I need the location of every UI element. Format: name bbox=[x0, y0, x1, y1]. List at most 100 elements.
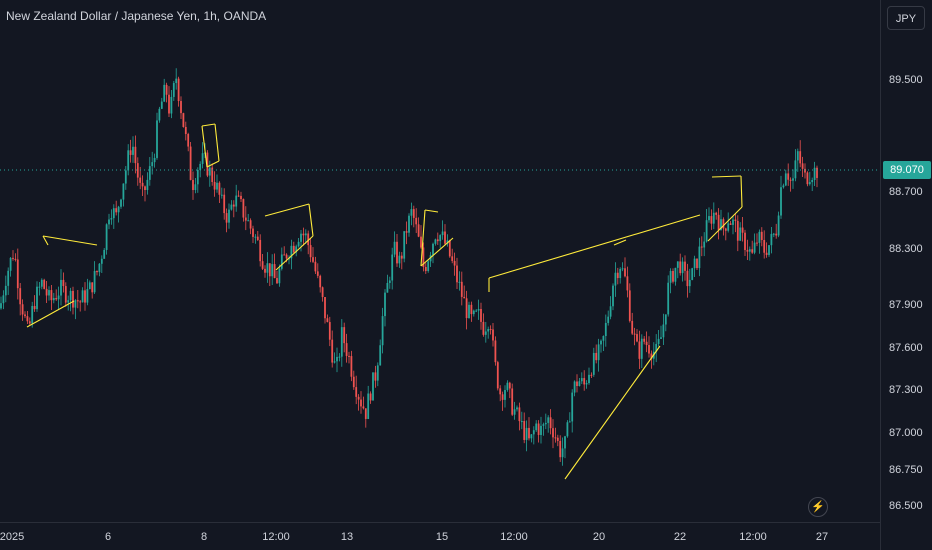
trendline bbox=[206, 160, 220, 168]
candle-body bbox=[391, 254, 394, 281]
candle-body bbox=[211, 167, 214, 182]
candle-body bbox=[633, 333, 636, 335]
trendline-drawings bbox=[26, 123, 743, 480]
time-tick-label: 8 bbox=[200, 531, 208, 543]
candle-body bbox=[309, 245, 312, 258]
candle-body bbox=[705, 220, 708, 242]
candle-body bbox=[96, 270, 98, 273]
candle-body bbox=[662, 324, 665, 338]
candle-body bbox=[139, 177, 142, 183]
candle-body bbox=[655, 343, 658, 352]
candle-body bbox=[364, 408, 367, 419]
price-axis[interactable]: JPY 89.500 88.700 88.300 87.900 87.600 87.300… bbox=[880, 0, 932, 550]
candle-body bbox=[153, 157, 156, 163]
candle-body bbox=[499, 388, 502, 395]
candle-body bbox=[177, 78, 180, 102]
candle-body bbox=[280, 254, 283, 269]
candle-body bbox=[525, 427, 528, 440]
candle-body bbox=[120, 199, 122, 207]
candle-body bbox=[511, 388, 514, 415]
candle-body bbox=[336, 356, 338, 362]
candle-body bbox=[312, 257, 314, 262]
candlestick-chart[interactable] bbox=[0, 0, 880, 522]
trendline bbox=[424, 209, 439, 213]
currency-button[interactable]: JPY bbox=[887, 6, 925, 30]
candle-body bbox=[57, 295, 60, 300]
candle-body bbox=[79, 301, 82, 303]
time-tick-label: 15 bbox=[435, 531, 449, 543]
candle-body bbox=[88, 282, 91, 290]
candle-body bbox=[52, 298, 55, 301]
candle-body bbox=[36, 286, 38, 310]
candle-body bbox=[664, 314, 667, 325]
candle-body bbox=[468, 304, 470, 319]
candle-body bbox=[674, 267, 677, 282]
candle-body bbox=[43, 279, 46, 289]
time-axis[interactable]: 2025 6 8 12:00 13 15 12:00 20 22 12:00 27 bbox=[0, 522, 880, 550]
candle-body bbox=[780, 187, 782, 216]
candle-body bbox=[117, 206, 120, 213]
price-tick-label: 89.500 bbox=[889, 74, 923, 86]
candle-body bbox=[12, 257, 14, 259]
chart-area[interactable]: New Zealand Dollar / Japanese Yen, 1h, O… bbox=[0, 0, 880, 522]
candle-body bbox=[614, 272, 617, 286]
candle-body bbox=[688, 279, 691, 287]
candle-body bbox=[628, 290, 631, 321]
candle-body bbox=[751, 249, 754, 253]
candle-body bbox=[698, 246, 701, 269]
candle-body bbox=[444, 231, 446, 244]
candle-body bbox=[583, 378, 586, 385]
candle-body bbox=[266, 263, 269, 273]
candle-body bbox=[103, 249, 106, 259]
price-tick-label: 88.300 bbox=[889, 243, 923, 255]
candle-body bbox=[734, 219, 737, 221]
candle-body bbox=[38, 286, 41, 288]
candle-body bbox=[540, 425, 542, 435]
candle-body bbox=[816, 167, 818, 178]
candle-body bbox=[40, 279, 43, 287]
candle-body bbox=[799, 151, 802, 164]
candle-body bbox=[672, 270, 674, 282]
candle-body bbox=[710, 216, 713, 224]
candle-body bbox=[520, 421, 523, 423]
candle-body bbox=[124, 170, 127, 184]
candle-body bbox=[278, 268, 281, 284]
candle-body bbox=[475, 310, 478, 312]
candle-body bbox=[45, 288, 48, 296]
candle-body bbox=[811, 179, 814, 183]
candle-body bbox=[26, 316, 29, 322]
candle-body bbox=[285, 254, 288, 259]
candle-body bbox=[782, 185, 785, 188]
candle-body bbox=[386, 282, 389, 293]
lightning-icon: ⚡ bbox=[811, 501, 825, 513]
candle-body bbox=[424, 266, 427, 272]
candle-body bbox=[441, 231, 444, 236]
candle-body bbox=[564, 436, 566, 449]
candle-body bbox=[64, 286, 67, 303]
candle-body bbox=[340, 327, 343, 357]
candle-body bbox=[748, 249, 751, 252]
candle-body bbox=[355, 387, 358, 397]
chart-title: New Zealand Dollar / Japanese Yen, 1h, O… bbox=[6, 9, 267, 23]
candle-body bbox=[225, 213, 228, 223]
candle-body bbox=[352, 376, 355, 388]
trendline bbox=[711, 175, 742, 178]
candle-body bbox=[660, 337, 662, 339]
candle-body bbox=[168, 94, 170, 114]
time-tick-label: 20 bbox=[592, 531, 606, 543]
trendline bbox=[264, 203, 310, 217]
candle-body bbox=[676, 261, 679, 268]
candle-body bbox=[259, 239, 262, 262]
candle-body bbox=[184, 126, 187, 134]
candle-body bbox=[81, 290, 84, 303]
candle-body bbox=[331, 339, 334, 363]
candle-body bbox=[792, 178, 794, 181]
candle-body bbox=[693, 258, 696, 269]
candle-body bbox=[196, 169, 199, 185]
candle-body bbox=[804, 168, 806, 173]
candle-body bbox=[31, 305, 34, 324]
candle-body bbox=[33, 305, 36, 310]
replay-button[interactable]: ⚡ bbox=[808, 497, 828, 517]
trendline bbox=[42, 235, 49, 246]
trendline bbox=[275, 235, 314, 271]
